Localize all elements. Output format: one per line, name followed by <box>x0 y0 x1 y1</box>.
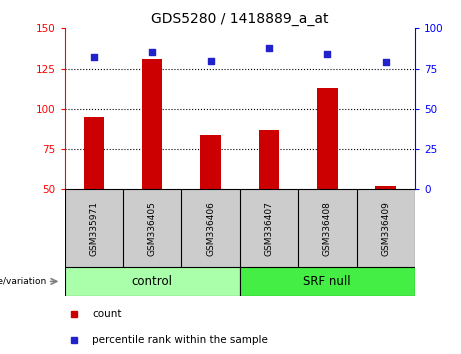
Text: SRF null: SRF null <box>303 275 351 288</box>
Bar <box>317 88 337 189</box>
Text: GSM336406: GSM336406 <box>206 201 215 256</box>
Text: genotype/variation: genotype/variation <box>0 277 47 286</box>
Bar <box>259 130 279 189</box>
Text: GSM336405: GSM336405 <box>148 201 157 256</box>
Text: GSM335971: GSM335971 <box>89 201 98 256</box>
Point <box>90 55 97 60</box>
Text: GSM336407: GSM336407 <box>265 201 273 256</box>
Bar <box>200 135 221 189</box>
Bar <box>83 117 104 189</box>
Text: GSM336408: GSM336408 <box>323 201 332 256</box>
Text: count: count <box>92 309 122 320</box>
Point <box>207 58 214 63</box>
Text: GSM336409: GSM336409 <box>381 201 390 256</box>
Point <box>382 59 390 65</box>
Bar <box>142 59 162 189</box>
Text: control: control <box>132 275 172 288</box>
Bar <box>240 267 415 296</box>
Bar <box>65 267 240 296</box>
Bar <box>375 186 396 189</box>
Point <box>324 51 331 57</box>
Point <box>148 50 156 55</box>
Point <box>265 45 272 51</box>
Title: GDS5280 / 1418889_a_at: GDS5280 / 1418889_a_at <box>151 12 329 26</box>
Text: percentile rank within the sample: percentile rank within the sample <box>92 335 268 345</box>
